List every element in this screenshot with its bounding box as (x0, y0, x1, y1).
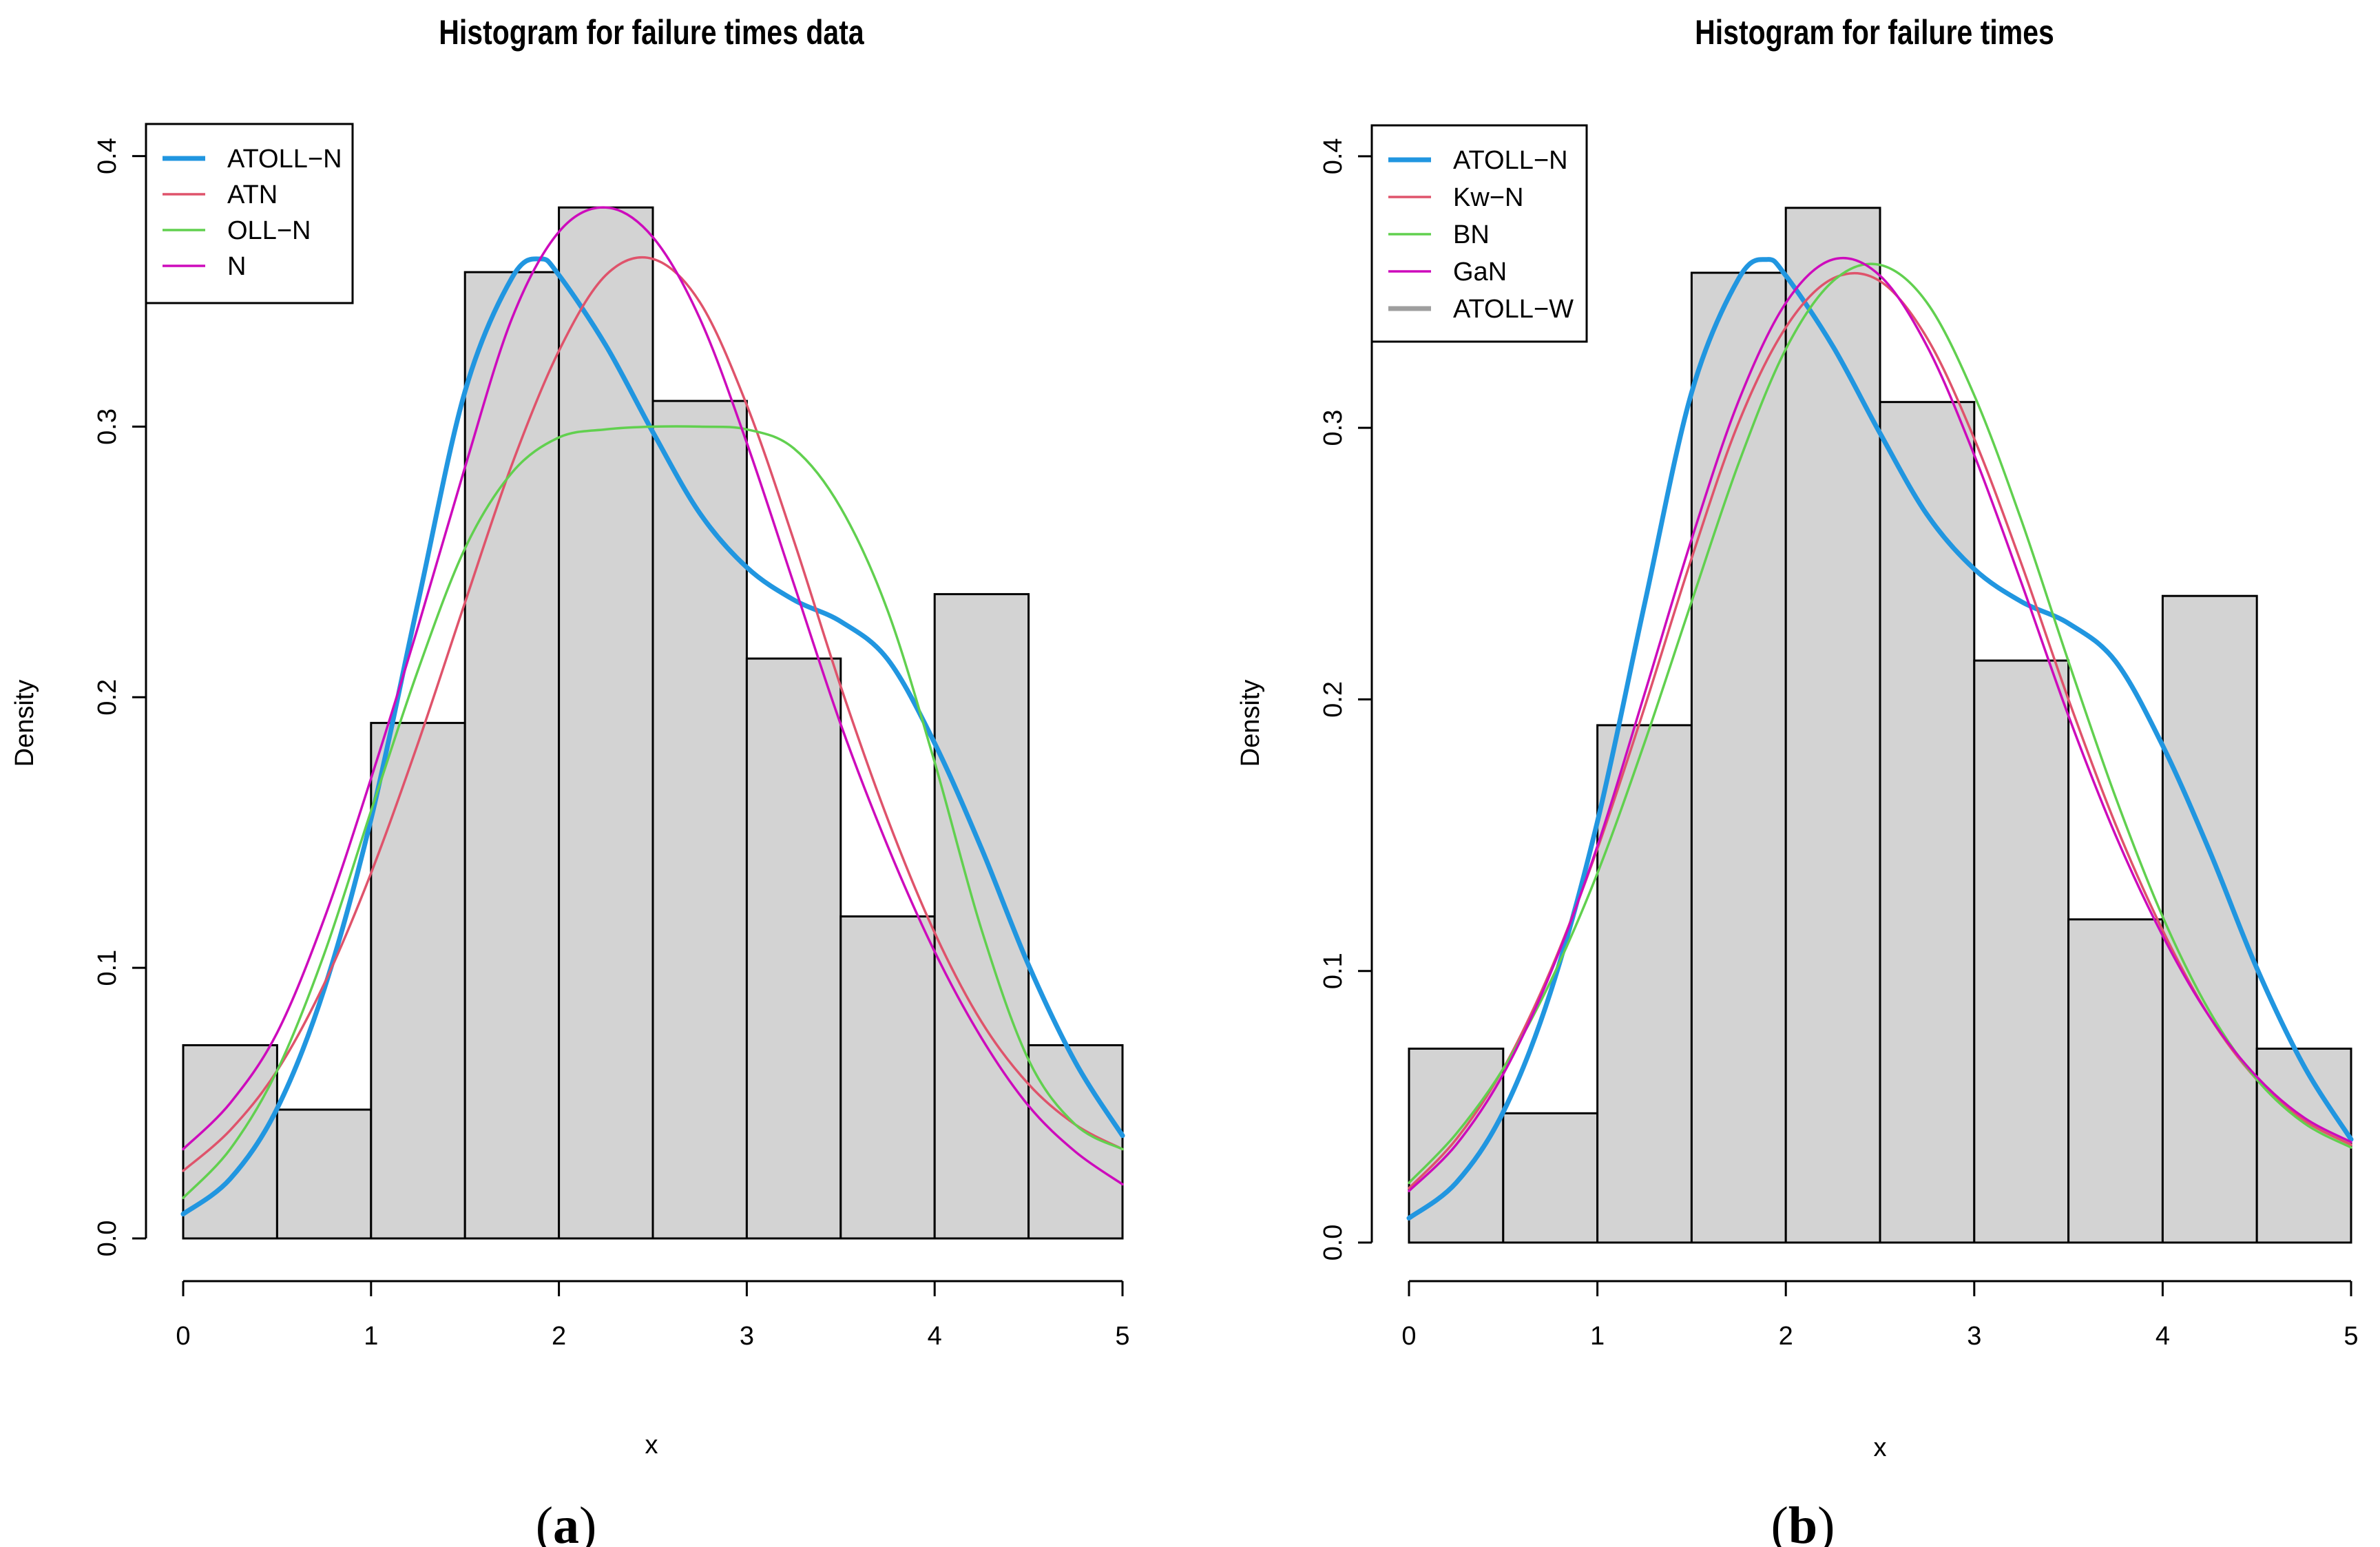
y-tick-label: 0.0 (1319, 1225, 1348, 1261)
y-axis: 0.0 0.1 0.2 0.3 0.4 (1319, 138, 1373, 1261)
legend: ATOLL−N ATN OLL−N N (145, 123, 354, 304)
histogram-bar (1596, 724, 1693, 1244)
x-tick-label: 0 (1401, 1322, 1416, 1351)
density-curve (1408, 262, 2352, 1185)
histogram-bar (2161, 594, 2258, 1244)
histogram-bar (370, 722, 466, 1240)
y-tick-label: 0.3 (93, 408, 122, 445)
x-axis: 0 1 2 3 4 5 (176, 1280, 1130, 1351)
histogram-bar (651, 399, 748, 1240)
x-tick-label: 2 (1779, 1322, 1793, 1351)
histogram-bar (745, 657, 842, 1240)
x-tick-label: 5 (2344, 1322, 2358, 1351)
panel-a: Histogram for failure times data Density… (10, 13, 1130, 1547)
legend-label: ATOLL−N (227, 145, 342, 174)
histogram-bar (839, 915, 936, 1240)
histogram-bar (933, 593, 1030, 1240)
histogram-bar (463, 271, 561, 1240)
histogram-bar (2255, 1047, 2352, 1244)
density-curve (182, 206, 1124, 1186)
panel-b: Histogram for failure times Density x 0.… (1236, 13, 2359, 1547)
density-curve (1406, 257, 2354, 1221)
density-curves (1406, 256, 2354, 1221)
x-tick-label: 4 (928, 1322, 942, 1351)
y-tick-label: 0.3 (1319, 410, 1348, 446)
histogram-bar (275, 1108, 373, 1240)
y-tick-label: 0.1 (93, 950, 122, 986)
legend-label: ATN (227, 180, 278, 209)
y-tick-label: 0.4 (93, 138, 122, 174)
y-axis-label: Density (1236, 680, 1265, 767)
x-tick-label: 5 (1115, 1322, 1129, 1351)
chart-title: Histogram for failure times data (439, 13, 864, 52)
legend-label: BN (1453, 220, 1490, 249)
x-tick-label: 2 (552, 1322, 566, 1351)
histogram-bar (558, 206, 654, 1240)
y-tick-label: 0.1 (1319, 953, 1348, 989)
panel-label: (a) (536, 1497, 597, 1547)
histogram-bar (1690, 271, 1787, 1244)
y-tick-label: 0.0 (93, 1221, 122, 1257)
x-tick-label: 0 (176, 1322, 190, 1351)
y-tick-label: 0.2 (93, 679, 122, 716)
legend-label: OLL−N (227, 216, 311, 245)
density-curves (180, 206, 1125, 1217)
legend-label: ATOLL−N (1453, 146, 1568, 175)
legend-label: GaN (1453, 258, 1507, 287)
density-curve (1408, 256, 2352, 1192)
x-tick-label: 1 (364, 1322, 378, 1351)
x-axis: 0 1 2 3 4 5 (1401, 1280, 2359, 1351)
y-axis-label: Density (10, 680, 39, 767)
histogram-bars (1408, 207, 2352, 1244)
y-axis: 0.0 0.1 0.2 0.3 0.4 (93, 138, 147, 1257)
histogram-bar (1784, 207, 1881, 1244)
histogram-bar (1973, 659, 2070, 1244)
density-curve (182, 256, 1124, 1172)
histogram-bar (1502, 1112, 1599, 1244)
x-tick-label: 3 (1967, 1322, 1981, 1351)
density-curve (180, 256, 1125, 1217)
x-tick-label: 3 (740, 1322, 754, 1351)
histogram-bar (182, 1044, 278, 1240)
x-axis-label: x (1874, 1433, 1887, 1462)
legend: ATOLL−N Kw−N BN GaN ATOLL−W (1370, 124, 1588, 343)
histogram-bar (2067, 918, 2164, 1244)
y-tick-label: 0.2 (1319, 681, 1348, 718)
legend-label: ATOLL−W (1453, 295, 1574, 324)
x-tick-label: 4 (2155, 1322, 2170, 1351)
histogram-bars (182, 206, 1124, 1240)
legend-label: Kw−N (1453, 183, 1523, 212)
panel-label: (b) (1771, 1497, 1835, 1547)
density-curve (182, 425, 1124, 1199)
x-axis-label: x (645, 1431, 658, 1460)
y-tick-label: 0.4 (1319, 138, 1348, 174)
legend-label: N (227, 252, 246, 281)
legend-box (145, 123, 354, 304)
chart-title: Histogram for failure times (1695, 13, 2054, 52)
x-tick-label: 1 (1590, 1322, 1605, 1351)
histogram-bar (1879, 401, 1976, 1244)
